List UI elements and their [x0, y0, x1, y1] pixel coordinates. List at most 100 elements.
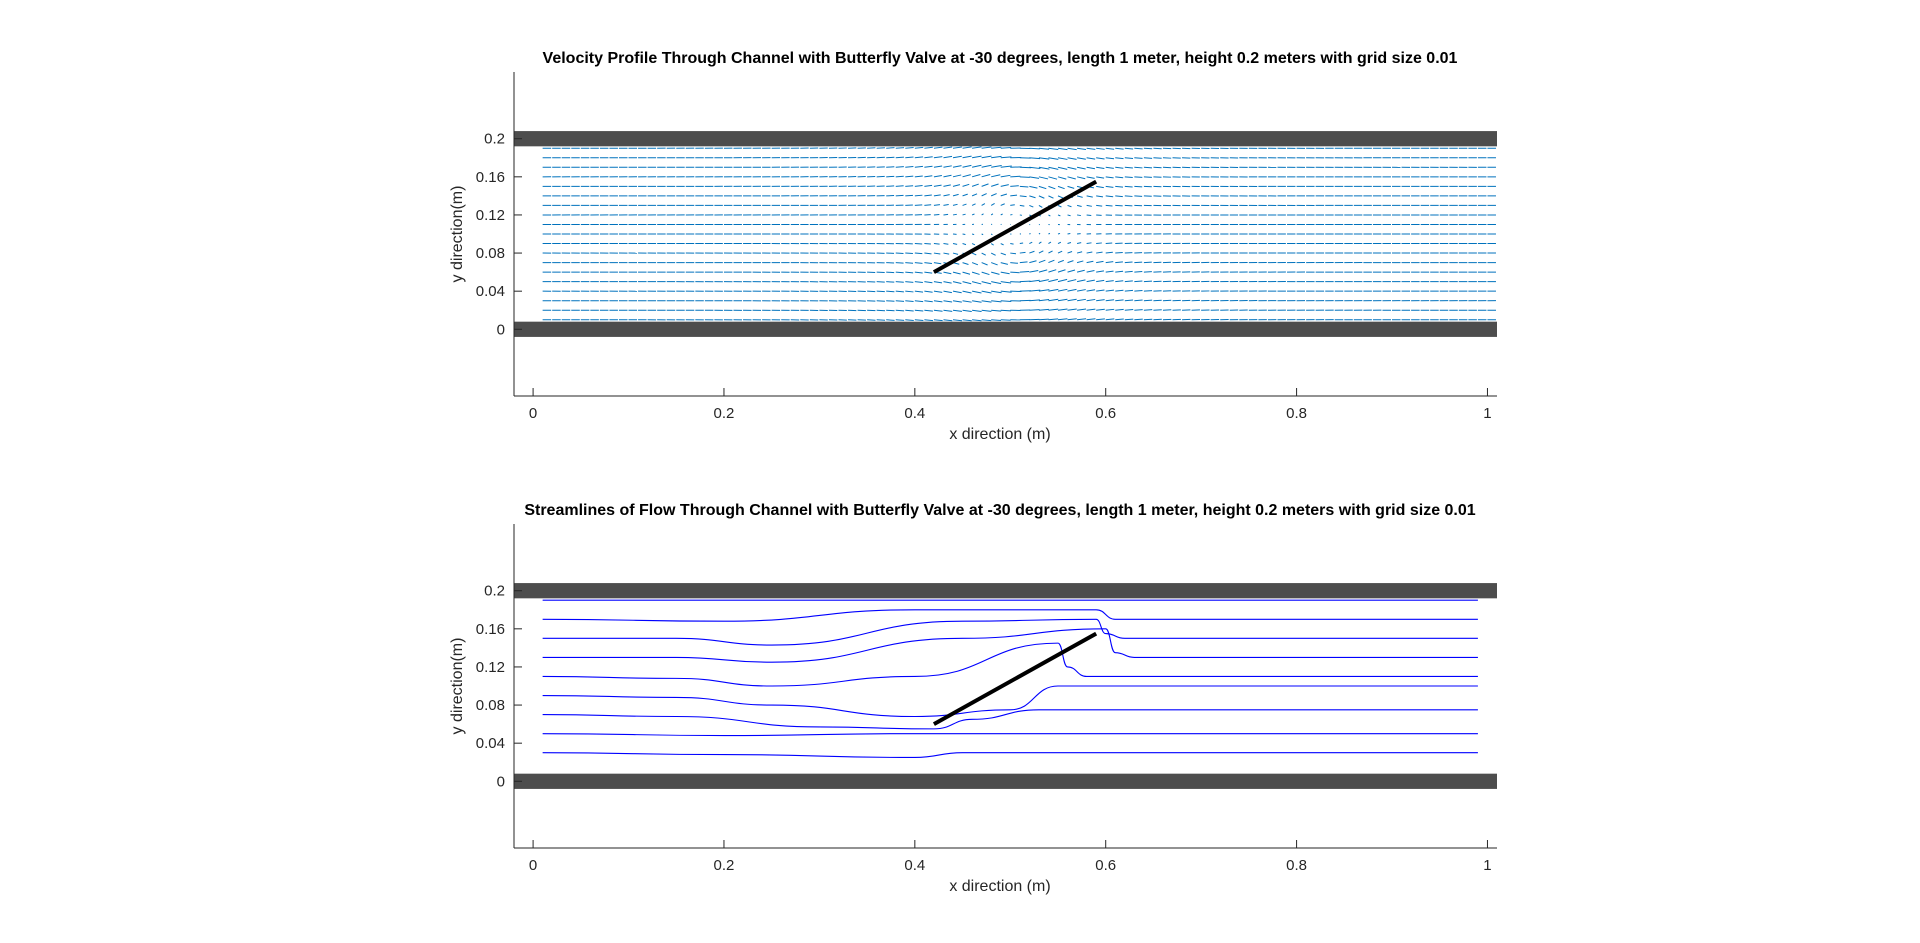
- velocity-arrow: [943, 194, 950, 197]
- velocity-arrow: [1076, 176, 1086, 180]
- velocity-arrow: [1105, 261, 1114, 264]
- velocity-arrow: [972, 319, 982, 322]
- x-tick-label: 0.8: [1286, 857, 1307, 874]
- velocity-arrow: [924, 262, 933, 265]
- velocity-arrow: [914, 271, 923, 274]
- velocity-arrow: [1010, 204, 1015, 206]
- velocity-arrow: [952, 165, 962, 168]
- velocity-arrow: [886, 166, 895, 168]
- velocity-arrow: [1057, 308, 1068, 311]
- velocity-arrow: [1115, 185, 1124, 188]
- velocity-arrow: [952, 203, 958, 206]
- velocity-arrow: [905, 166, 914, 168]
- velocity-arrow: [1019, 280, 1031, 283]
- velocity-arrow: [962, 281, 972, 285]
- velocity-arrow: [1115, 308, 1124, 311]
- velocity-arrow: [1096, 195, 1104, 198]
- velocity-arrow: [1029, 289, 1041, 292]
- velocity-arrow: [1086, 318, 1096, 321]
- x-tick-label: 0.2: [714, 857, 735, 874]
- velocity-arrow: [1076, 260, 1084, 264]
- velocity-arrow: [981, 164, 992, 168]
- velocity-arrow: [1048, 318, 1059, 321]
- velocity-arrow: [972, 155, 982, 159]
- velocity-arrow: [1134, 271, 1143, 273]
- velocity-arrow: [1000, 203, 1005, 206]
- velocity-arrow: [971, 203, 976, 206]
- velocity-arrow: [981, 146, 992, 149]
- x-tick-label: 0.4: [904, 857, 925, 874]
- velocity-arrow: [1096, 279, 1105, 283]
- velocity-arrow: [991, 262, 998, 266]
- chart-title: Velocity Profile Through Channel with Bu…: [543, 50, 1458, 67]
- velocity-arrow: [1134, 147, 1143, 150]
- velocity-arrow: [1048, 278, 1059, 283]
- velocity-arrow: [1115, 166, 1124, 169]
- velocity-arrow: [1038, 259, 1046, 264]
- velocity-arrow: [1143, 157, 1153, 159]
- velocity-arrow: [962, 174, 971, 178]
- velocity-quiver-panel: Velocity Profile Through Channel with Bu…: [449, 50, 1497, 443]
- velocity-arrow: [886, 300, 895, 302]
- velocity-arrow: [1067, 308, 1077, 311]
- velocity-arrow: [962, 319, 972, 322]
- y-tick-label: 0.04: [476, 735, 505, 752]
- velocity-arrow: [1057, 214, 1061, 217]
- velocity-arrow: [895, 309, 905, 312]
- velocity-arrow: [1019, 195, 1027, 198]
- velocity-arrow: [1105, 185, 1114, 188]
- velocity-arrow: [1038, 147, 1050, 150]
- velocity-arrow: [943, 252, 950, 255]
- velocity-arrow: [1029, 185, 1038, 189]
- velocity-arrow: [1048, 288, 1059, 292]
- velocity-arrow: [981, 213, 984, 216]
- streamline: [542, 642, 1478, 687]
- velocity-arrow: [933, 165, 943, 168]
- velocity-arrow: [1086, 251, 1093, 254]
- velocity-arrow: [1105, 147, 1115, 150]
- velocity-arrow: [905, 194, 914, 197]
- chart-title: Streamlines of Flow Through Channel with…: [524, 502, 1475, 519]
- velocity-arrow: [895, 166, 904, 168]
- velocity-arrow: [971, 164, 982, 168]
- velocity-arrow: [1067, 185, 1075, 189]
- velocity-arrow: [952, 243, 958, 245]
- velocity-arrow: [924, 290, 933, 293]
- velocity-arrow: [1038, 166, 1050, 170]
- velocity-arrow: [1115, 289, 1124, 292]
- velocity-arrow: [962, 203, 967, 206]
- velocity-arrow: [914, 194, 923, 197]
- velocity-arrow: [1086, 242, 1092, 245]
- velocity-arrow: [1057, 250, 1063, 254]
- velocity-arrow: [1067, 260, 1074, 264]
- velocity-arrow: [1010, 281, 1021, 283]
- streamline: [542, 733, 1478, 737]
- velocity-arrow: [1076, 269, 1085, 273]
- velocity-arrow: [924, 271, 933, 274]
- velocity-arrow: [1000, 193, 1008, 197]
- velocity-arrow: [924, 165, 933, 168]
- velocity-arrow: [1000, 174, 1011, 178]
- velocity-arrow: [933, 252, 941, 255]
- velocity-arrow: [924, 156, 933, 159]
- velocity-arrow: [1029, 233, 1031, 235]
- velocity-arrow: [991, 300, 1002, 303]
- velocity-arrow: [1057, 278, 1068, 283]
- velocity-arrow: [1048, 250, 1053, 254]
- velocity-arrow: [943, 155, 953, 159]
- velocity-arrow: [952, 309, 963, 312]
- streamline-panel: Streamlines of Flow Through Channel with…: [449, 502, 1497, 895]
- velocity-arrow: [895, 319, 905, 321]
- velocity-arrow: [924, 194, 932, 197]
- velocity-arrow: [1134, 280, 1143, 283]
- velocity-arrow: [1105, 195, 1114, 198]
- velocity-arrow: [1029, 204, 1034, 208]
- velocity-arrow: [1115, 157, 1124, 160]
- velocity-arrow: [924, 281, 933, 284]
- velocity-arrow: [1076, 242, 1082, 245]
- velocity-arrow: [981, 300, 992, 303]
- velocity-arrow: [1096, 251, 1103, 254]
- x-axis-label: x direction (m): [949, 426, 1050, 443]
- velocity-arrow: [914, 146, 924, 149]
